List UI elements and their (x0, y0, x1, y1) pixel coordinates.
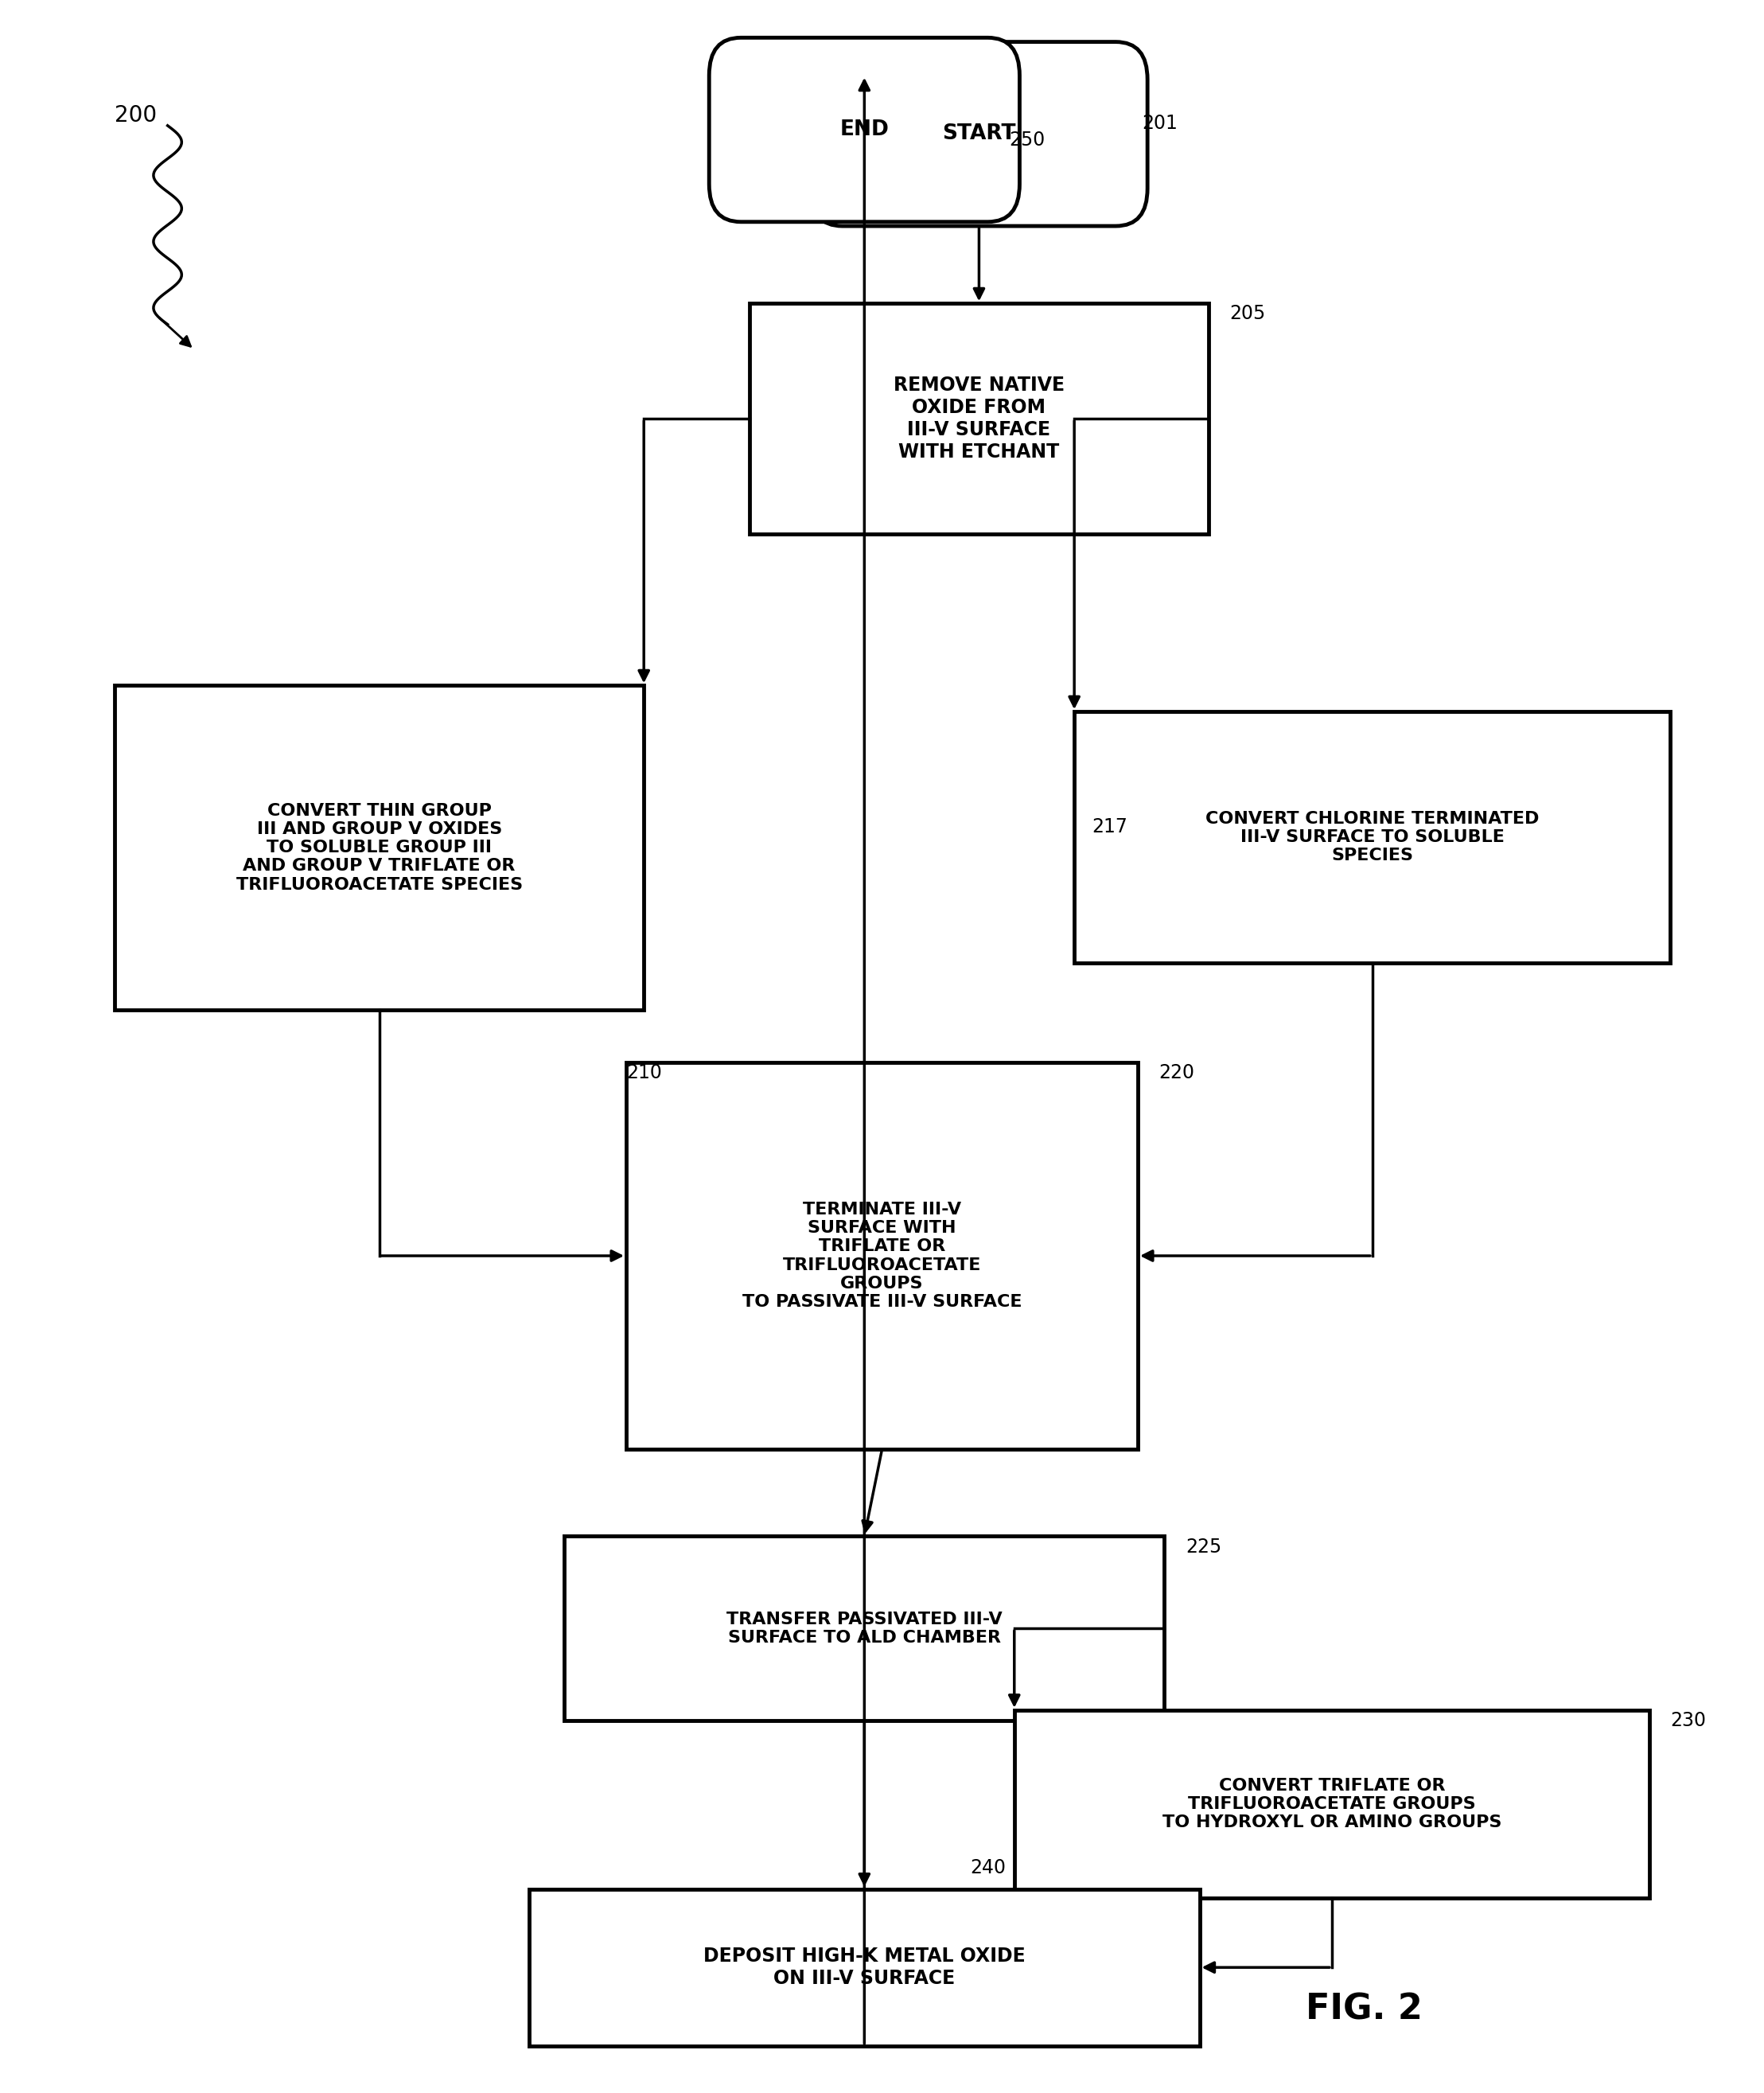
Text: 220: 220 (1159, 1063, 1194, 1082)
Text: END: END (840, 119, 889, 140)
FancyBboxPatch shape (811, 42, 1148, 226)
FancyBboxPatch shape (529, 1888, 1200, 2047)
FancyBboxPatch shape (750, 303, 1208, 534)
Text: 250: 250 (1009, 130, 1044, 151)
Text: CONVERT CHLORINE TERMINATED
III-V SURFACE TO SOLUBLE
SPECIES: CONVERT CHLORINE TERMINATED III-V SURFAC… (1205, 810, 1540, 864)
Text: START: START (942, 123, 1016, 144)
Text: CONVERT THIN GROUP
III AND GROUP V OXIDES
TO SOLUBLE GROUP III
AND GROUP V TRIFL: CONVERT THIN GROUP III AND GROUP V OXIDE… (236, 804, 522, 892)
Text: 205: 205 (1230, 303, 1265, 324)
FancyBboxPatch shape (115, 687, 644, 1011)
Text: 225: 225 (1185, 1536, 1221, 1557)
Text: 240: 240 (970, 1859, 1005, 1877)
Text: 201: 201 (1143, 113, 1178, 134)
Text: 230: 230 (1671, 1710, 1706, 1731)
Text: DEPOSIT HIGH-K METAL OXIDE
ON III-V SURFACE: DEPOSIT HIGH-K METAL OXIDE ON III-V SURF… (704, 1946, 1025, 1988)
FancyBboxPatch shape (709, 38, 1020, 222)
Text: TERMINATE III-V
SURFACE WITH
TRIFLATE OR
TRIFLUOROACETATE
GROUPS
TO PASSIVATE II: TERMINATE III-V SURFACE WITH TRIFLATE OR… (743, 1201, 1021, 1310)
FancyBboxPatch shape (564, 1536, 1164, 1720)
Text: 200: 200 (115, 105, 157, 126)
Text: TRANSFER PASSIVATED III-V
SURFACE TO ALD CHAMBER: TRANSFER PASSIVATED III-V SURFACE TO ALD… (727, 1612, 1002, 1645)
FancyBboxPatch shape (626, 1063, 1138, 1448)
FancyBboxPatch shape (1014, 1710, 1649, 1898)
Text: 217: 217 (1092, 816, 1127, 837)
Text: REMOVE NATIVE
OXIDE FROM
III-V SURFACE
WITH ETCHANT: REMOVE NATIVE OXIDE FROM III-V SURFACE W… (893, 377, 1065, 460)
Text: FIG. 2: FIG. 2 (1305, 1993, 1422, 2026)
Text: 210: 210 (626, 1063, 662, 1082)
Text: CONVERT TRIFLATE OR
TRIFLUOROACETATE GROUPS
TO HYDROXYL OR AMINO GROUPS: CONVERT TRIFLATE OR TRIFLUOROACETATE GRO… (1162, 1777, 1501, 1831)
FancyBboxPatch shape (1074, 712, 1671, 963)
